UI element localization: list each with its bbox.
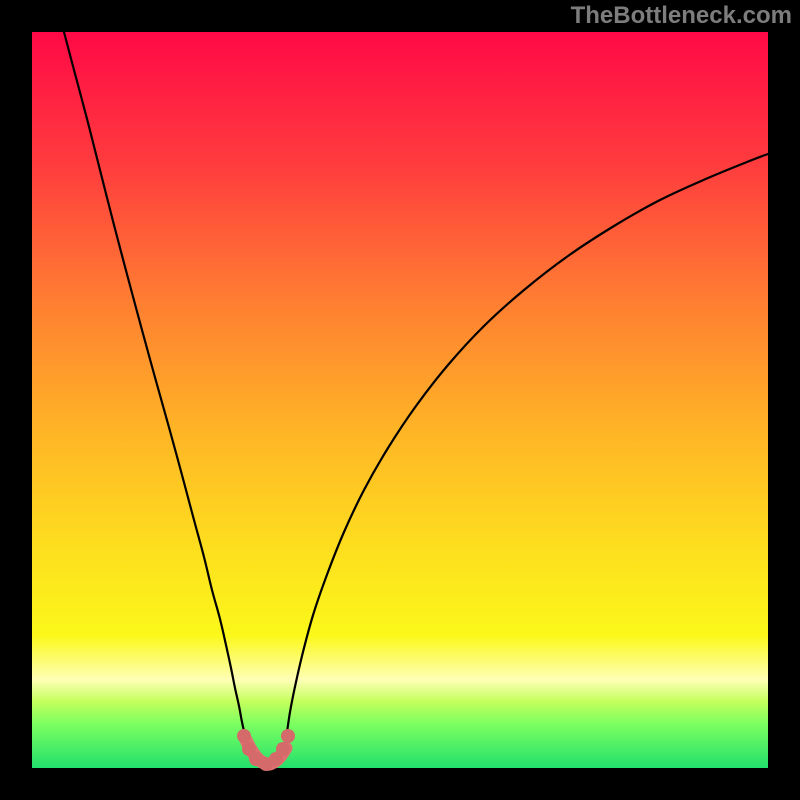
optimal-marker-dot bbox=[281, 729, 295, 743]
watermark-text: TheBottleneck.com bbox=[571, 2, 792, 30]
plot-area bbox=[32, 32, 768, 768]
chart-svg bbox=[0, 0, 800, 800]
chart-canvas: TheBottleneck.com bbox=[0, 0, 800, 800]
optimal-marker-dot bbox=[276, 742, 290, 756]
optimal-marker-dot bbox=[237, 729, 251, 743]
